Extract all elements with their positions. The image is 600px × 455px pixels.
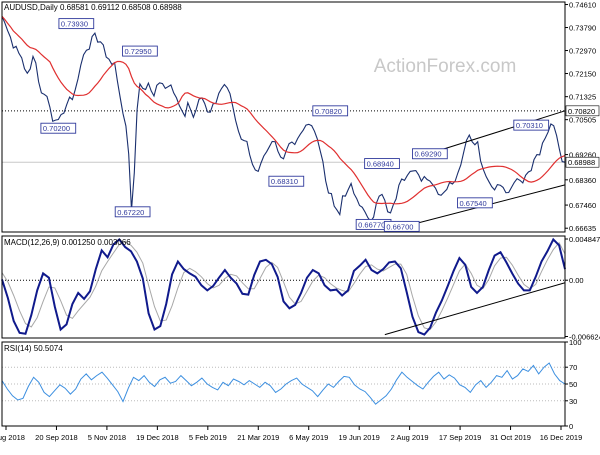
- annotation-label: 0.72950: [125, 47, 152, 56]
- channel-upper-trendline: [424, 110, 566, 156]
- y-tick-label: 0.68360: [569, 176, 596, 185]
- annotation-label: 0.73930: [61, 20, 88, 29]
- annotation-box: [513, 119, 550, 131]
- price-series-line: [1, 16, 566, 223]
- y-tick-label: 30: [569, 397, 577, 406]
- y-tick-label: 0.004847: [569, 235, 600, 244]
- y-tick-label: 0.69260: [569, 151, 596, 160]
- rsi-panel-title: RSI(14) 50.5074: [4, 344, 63, 353]
- x-tick-label: 31 Oct 2019: [490, 433, 531, 442]
- annotation-box: [58, 18, 95, 30]
- panel-frame-1: [1, 235, 566, 339]
- y-tick-label: 100: [569, 338, 582, 347]
- annotation-label: 0.69290: [414, 150, 441, 159]
- annotation-label: 0.68940: [367, 160, 394, 169]
- y-tick-label: 0.00: [569, 276, 584, 285]
- annotation-box: [412, 148, 448, 160]
- last-price-axis-box: [565, 156, 600, 168]
- x-tick-label: 16 Dec 2019: [540, 433, 583, 442]
- x-tick-label: 19 Jun 2019: [339, 433, 380, 442]
- last-price-axis-label: 0.68988: [568, 158, 595, 167]
- annotation-label: 0.67540: [460, 199, 487, 208]
- x-tick-label: 5 Nov 2018: [88, 433, 126, 442]
- y-tick-label: 0.73790: [569, 24, 596, 33]
- y-tick-label: 0.74610: [569, 1, 596, 10]
- y-tick-label: 0.67460: [569, 201, 596, 210]
- x-tick-label: 21 Mar 2019: [237, 433, 279, 442]
- x-tick-label: 19 Dec 2018: [136, 433, 179, 442]
- annotation-box: [114, 206, 151, 218]
- annotation-box: [268, 175, 305, 187]
- macd-trendline: [384, 282, 566, 336]
- annotation-label: 0.70200: [43, 124, 70, 133]
- annotation-box: [122, 45, 158, 57]
- macd-panel-title: MACD(12,26,9) 0.001250 0.003066: [4, 238, 131, 247]
- annotation-box: [312, 105, 349, 117]
- x-tick-label: 6 May 2019: [289, 433, 328, 442]
- y-tick-label: 0.71325: [569, 93, 596, 102]
- y-tick-label: 0.70505: [569, 116, 596, 125]
- y-tick-label: 50: [569, 380, 577, 389]
- x-tick-label: 5 Feb 2019: [189, 433, 227, 442]
- x-tick-label: 2 Aug 2019: [391, 433, 429, 442]
- resistance-axis-label: 0.70820: [568, 107, 595, 116]
- macd-line: [1, 237, 566, 336]
- annotation-box: [364, 158, 400, 170]
- annotation-label: 0.67220: [117, 208, 144, 217]
- x-tick-label: 17 Sep 2019: [439, 433, 482, 442]
- y-tick-label: 0.72150: [569, 70, 596, 79]
- annotation-label: 0.70310: [516, 121, 543, 130]
- x-tick-label: 7 Aug 2018: [0, 433, 25, 442]
- x-tick-label: 20 Sep 2018: [35, 433, 78, 442]
- y-tick-label: 0.72970: [569, 47, 596, 56]
- macd-signal-line: [1, 241, 566, 331]
- moving-average-line: [1, 15, 566, 205]
- price-panel-title: AUDUSD,Daily 0.68581 0.69112 0.68508 0.6…: [4, 3, 182, 12]
- y-tick-label: 0: [569, 422, 573, 431]
- resistance-axis-box: [565, 105, 600, 117]
- y-tick-label: -0.006624: [569, 333, 600, 342]
- panel-frame-0: [1, 1, 566, 233]
- annotation-label: 0.68310: [271, 177, 298, 186]
- annotation-label: 0.66700: [386, 222, 413, 231]
- y-tick-label: 70: [569, 363, 577, 372]
- annotation-box: [457, 197, 493, 209]
- watermark: ActionForex.com: [374, 56, 517, 77]
- rsi-line: [1, 362, 566, 405]
- annotation-box: [40, 122, 77, 134]
- annotation-label: 0.66770: [358, 220, 385, 229]
- annotation-box: [383, 220, 420, 232]
- annotation-label: 0.70820: [315, 107, 342, 116]
- y-tick-label: 0.66635: [569, 224, 596, 233]
